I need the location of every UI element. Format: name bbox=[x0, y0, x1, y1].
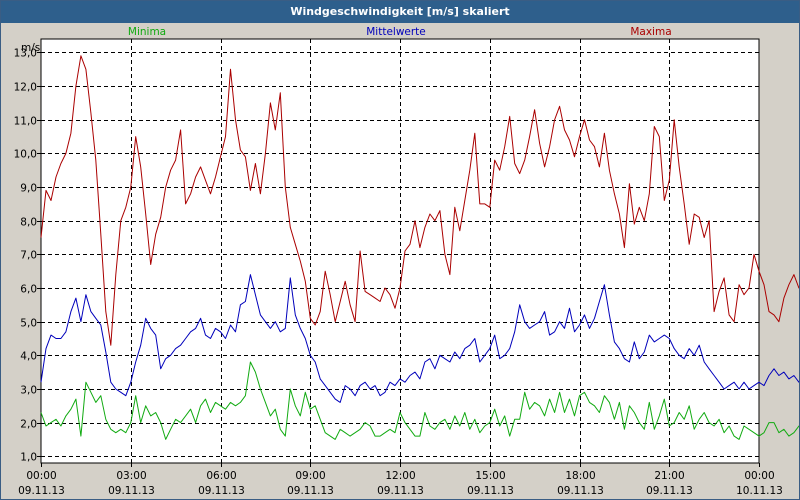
x-tick-label-date: 09.11.13 bbox=[646, 485, 693, 497]
series-line-maxima bbox=[40, 55, 799, 346]
y-tick-label: 12,0 bbox=[14, 82, 37, 94]
x-tick-label-date: 09.11.13 bbox=[198, 485, 245, 497]
y-tick-label: 13,0 bbox=[14, 48, 37, 60]
x-tick-label-date: 09.11.13 bbox=[287, 485, 334, 497]
x-tick-label-date: 09.11.13 bbox=[18, 485, 65, 497]
x-tick-label-time: 18:00 bbox=[565, 470, 595, 482]
legend-minima: Minima bbox=[128, 26, 166, 38]
y-axis-label: m/s bbox=[21, 42, 40, 54]
y-tick-label: 3,0 bbox=[20, 385, 37, 397]
series-line-mittelwerte bbox=[40, 274, 799, 403]
x-tick-label-date: 09.11.13 bbox=[467, 485, 514, 497]
x-tick-label-date: 10.11.13 bbox=[736, 485, 783, 497]
legend-maxima: Maxima bbox=[630, 26, 671, 38]
x-tick-label-time: 06:00 bbox=[206, 470, 236, 482]
x-tick-label-date: 09.11.13 bbox=[557, 485, 604, 497]
y-tick-label: 11,0 bbox=[14, 116, 37, 128]
y-tick-label: 6,0 bbox=[20, 284, 37, 296]
y-tick-label: 2,0 bbox=[20, 419, 37, 431]
x-tick-label-time: 03:00 bbox=[116, 470, 146, 482]
y-tick-label: 5,0 bbox=[20, 318, 37, 330]
x-tick-label-time: 00:00 bbox=[744, 470, 774, 482]
y-tick-label: 1,0 bbox=[20, 452, 37, 464]
y-tick-label: 9,0 bbox=[20, 183, 37, 195]
y-tick-label: 10,0 bbox=[14, 149, 37, 161]
x-tick-label-time: 21:00 bbox=[654, 470, 684, 482]
x-tick-label-time: 12:00 bbox=[385, 470, 415, 482]
legend-mittelwerte: Mittelwerte bbox=[366, 26, 426, 38]
x-tick-label-date: 09.11.13 bbox=[377, 485, 424, 497]
y-tick-label: 7,0 bbox=[20, 250, 37, 262]
series-line-minima bbox=[40, 361, 799, 440]
window-title: Windgeschwindigkeit [m/s] skaliert bbox=[1, 1, 799, 23]
x-tick-label-time: 09:00 bbox=[295, 470, 325, 482]
x-tick-label-time: 15:00 bbox=[475, 470, 505, 482]
y-tick-label: 4,0 bbox=[20, 351, 37, 363]
x-tick-label-time: 00:00 bbox=[26, 470, 56, 482]
y-tick-label: 8,0 bbox=[20, 217, 37, 229]
x-tick-label-date: 09.11.13 bbox=[108, 485, 155, 497]
